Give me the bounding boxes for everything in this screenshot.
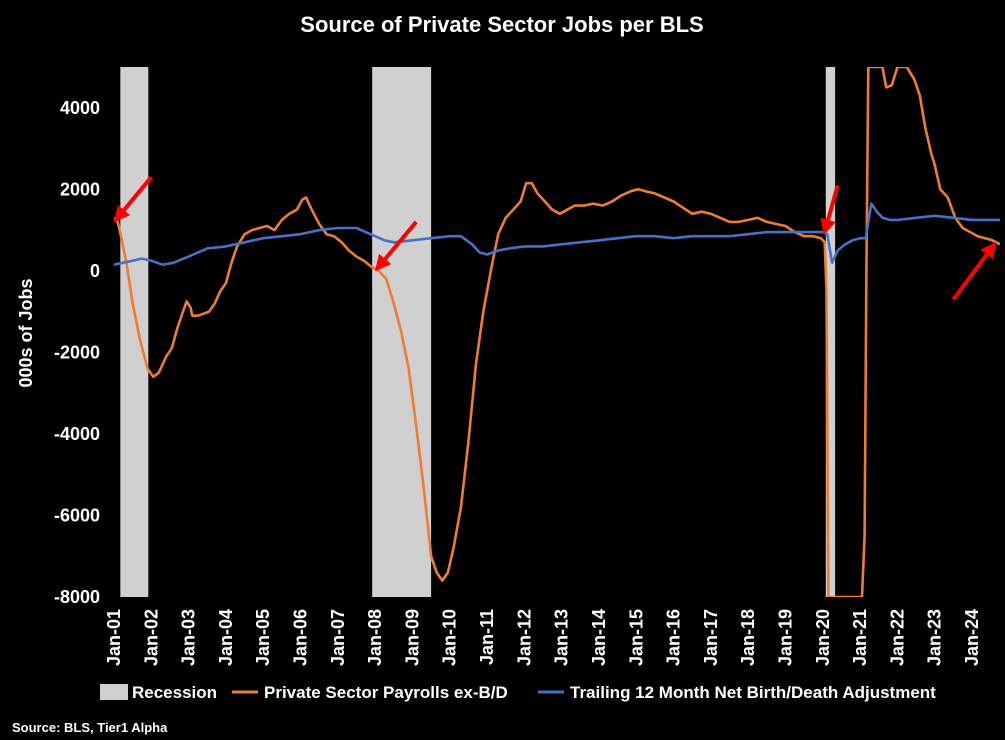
annotation-arrow	[951, 241, 997, 301]
x-tick-label: Jan-13	[552, 609, 572, 666]
recession-bands	[120, 67, 836, 597]
x-tick-label: Jan-04	[216, 609, 236, 666]
y-tick-label: 2000	[60, 179, 100, 199]
y-tick-label: -6000	[54, 505, 100, 525]
series-line-1	[114, 67, 1000, 597]
x-tick-label: Jan-02	[141, 609, 161, 666]
y-tick-label: -2000	[54, 342, 100, 362]
x-tick-label: Jan-12	[514, 609, 534, 666]
x-tick-label: Jan-18	[738, 609, 758, 666]
annotation-arrow	[820, 184, 840, 236]
x-tick-label: Jan-08	[365, 609, 385, 666]
legend-label: Recession	[132, 683, 217, 702]
x-tick-label: Jan-05	[253, 609, 273, 666]
y-tick-label: 0	[90, 261, 100, 281]
x-tick-label: Jan-03	[179, 609, 199, 666]
x-tick-label: Jan-06	[291, 609, 311, 666]
x-tick-label: Jan-24	[962, 609, 982, 666]
y-axis-label: 000s of Jobs	[16, 278, 36, 387]
x-axis-ticks: Jan-01 Jan-02 Jan-03 Jan-04 Jan-05 Jan-06 Jan-…	[104, 609, 982, 666]
x-tick-label: Jan-09	[402, 609, 422, 666]
y-tick-label: -4000	[54, 424, 100, 444]
source-note: Source: BLS, Tier1 Alpha	[12, 720, 168, 735]
y-tick-label: 4000	[60, 98, 100, 118]
recession-band	[825, 67, 836, 597]
annotation-arrow	[374, 220, 418, 272]
legend-label: Trailing 12 Month Net Birth/Death Adjust…	[570, 683, 936, 702]
chart-title: Source of Private Sector Jobs per BLS	[300, 12, 703, 37]
x-tick-label: Jan-20	[813, 609, 833, 666]
x-tick-label: Jan-10	[440, 609, 460, 666]
legend-swatch-recession	[100, 684, 128, 700]
series-lines	[114, 67, 1000, 597]
x-tick-label: Jan-22	[887, 609, 907, 666]
x-tick-label: Jan-17	[701, 609, 721, 666]
y-tick-label: -8000	[54, 587, 100, 607]
series-line-2	[114, 202, 1000, 266]
legend-label: Private Sector Payrolls ex-B/D	[264, 683, 508, 702]
x-tick-label: Jan-14	[589, 609, 609, 666]
x-tick-label: Jan-11	[477, 609, 497, 665]
legend: Recession Private Sector Payrolls ex-B/D T…	[100, 683, 936, 702]
x-tick-label: Jan-01	[104, 609, 124, 666]
x-tick-label: Jan-21	[850, 609, 870, 666]
x-tick-label: Jan-15	[626, 609, 646, 666]
x-tick-label: Jan-19	[775, 609, 795, 666]
annotation-arrow	[113, 175, 153, 223]
y-axis-ticks: -8000 -6000 -4000 -2000 0 2000 4000	[54, 98, 100, 607]
annotation-arrows	[113, 175, 997, 301]
x-tick-label: Jan-16	[664, 609, 684, 666]
recession-band	[120, 67, 149, 597]
x-tick-label: Jan-23	[925, 609, 945, 666]
x-tick-label: Jan-07	[328, 609, 348, 666]
